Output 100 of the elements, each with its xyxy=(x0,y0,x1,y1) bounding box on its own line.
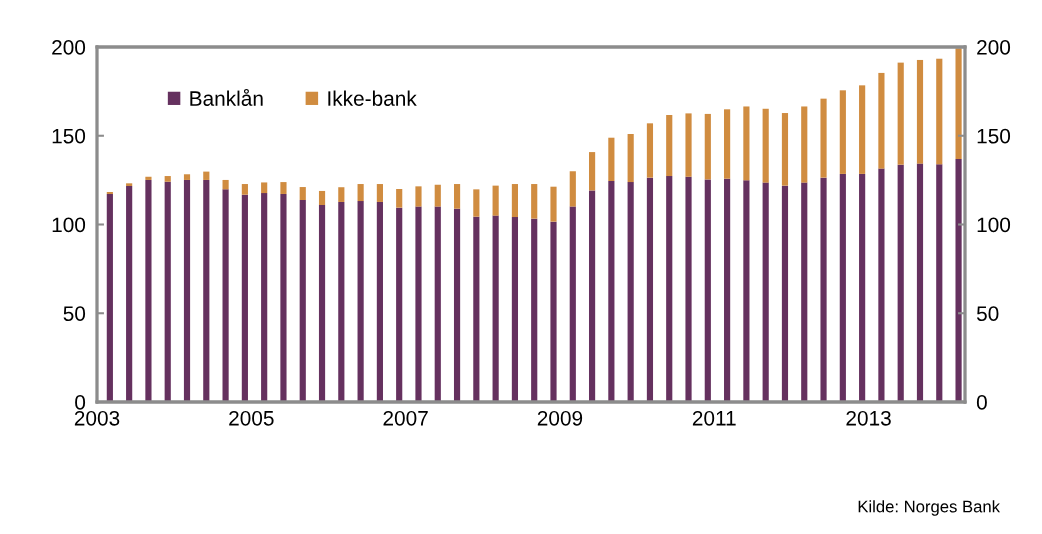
bar xyxy=(820,177,827,402)
bar xyxy=(531,218,538,402)
y-tick-label: 50 xyxy=(63,306,86,321)
bar xyxy=(781,185,789,402)
bar xyxy=(743,106,750,181)
bar xyxy=(280,182,287,194)
bar xyxy=(241,184,248,195)
bar xyxy=(839,173,846,402)
bar xyxy=(897,62,904,165)
bar xyxy=(704,113,711,180)
x-tick-label: 2007 xyxy=(383,410,428,426)
bar xyxy=(280,193,287,402)
bar xyxy=(126,185,133,402)
bar xyxy=(203,171,210,180)
bar xyxy=(878,72,885,169)
bar xyxy=(762,108,769,183)
bar xyxy=(589,190,596,402)
bar xyxy=(820,98,827,178)
y2-tick-label: 200 xyxy=(977,40,1011,55)
x-tick-label: 2011 xyxy=(692,410,736,426)
bar xyxy=(801,106,808,183)
bar xyxy=(608,137,615,182)
bar xyxy=(164,176,171,182)
bar xyxy=(608,181,615,402)
bar xyxy=(261,182,268,194)
bar xyxy=(936,164,943,402)
bar xyxy=(473,216,480,402)
bar xyxy=(762,182,769,402)
bar xyxy=(261,193,268,402)
bar xyxy=(126,183,133,186)
bar xyxy=(916,59,924,164)
bar xyxy=(222,189,229,402)
bar xyxy=(511,217,519,402)
bar xyxy=(627,133,634,183)
bar xyxy=(646,177,654,402)
bar xyxy=(338,201,345,402)
bar xyxy=(183,174,191,180)
bar xyxy=(781,113,789,186)
bar xyxy=(685,176,692,402)
bar xyxy=(685,113,692,177)
bar xyxy=(415,186,422,207)
bar xyxy=(376,184,383,202)
bar xyxy=(878,168,885,402)
bar xyxy=(859,85,866,174)
bar xyxy=(203,179,210,402)
y-tick-label: 200 xyxy=(52,40,86,55)
bar xyxy=(299,200,306,402)
bar xyxy=(396,207,403,402)
y2-tick-label: 150 xyxy=(977,128,1011,144)
bar xyxy=(550,221,557,402)
bar xyxy=(145,179,152,402)
bar xyxy=(936,58,943,165)
bar xyxy=(145,176,152,180)
bar xyxy=(916,163,924,402)
bar xyxy=(511,184,519,218)
bar xyxy=(801,182,808,402)
bar xyxy=(434,206,441,402)
y-tick-label: 150 xyxy=(52,128,86,144)
bar xyxy=(492,185,499,216)
bar xyxy=(492,215,499,402)
x-tick-label: 2013 xyxy=(846,410,891,426)
bar xyxy=(743,180,750,402)
y2-tick-label: 50 xyxy=(976,306,999,321)
bar xyxy=(724,109,731,179)
bar xyxy=(183,179,191,402)
bar xyxy=(338,187,345,202)
bar xyxy=(473,189,480,217)
bar xyxy=(453,208,461,402)
x-tick-label: 2009 xyxy=(537,410,583,426)
x-tick-label: 2005 xyxy=(229,410,274,426)
bar xyxy=(434,184,441,207)
bar xyxy=(453,184,461,209)
bar xyxy=(569,206,576,402)
bar xyxy=(955,159,962,402)
bar xyxy=(897,164,904,402)
bar xyxy=(550,186,557,222)
bar xyxy=(627,182,634,402)
bar xyxy=(376,201,383,402)
legend-label: Banklån xyxy=(190,88,263,106)
bar xyxy=(396,189,403,208)
legend-label: Ikke-bank xyxy=(328,90,417,106)
bar xyxy=(531,184,538,219)
bar xyxy=(666,176,673,402)
bar xyxy=(666,114,673,177)
bar xyxy=(859,173,866,402)
y2-tick-label: 100 xyxy=(977,217,1011,233)
bar xyxy=(589,152,596,191)
bar xyxy=(839,90,846,174)
bar xyxy=(241,194,248,402)
bar xyxy=(724,178,731,402)
bar xyxy=(704,179,711,402)
x-tick-label: 2003 xyxy=(74,410,120,426)
y2-tick-label: 0 xyxy=(976,395,987,410)
bar xyxy=(569,171,576,207)
text: Kilde: Norges Bank xyxy=(858,500,1001,516)
bar xyxy=(357,184,364,202)
bar xyxy=(299,187,306,200)
bar xyxy=(955,48,962,159)
bar xyxy=(415,206,422,402)
y-tick-label: 100 xyxy=(52,217,86,233)
